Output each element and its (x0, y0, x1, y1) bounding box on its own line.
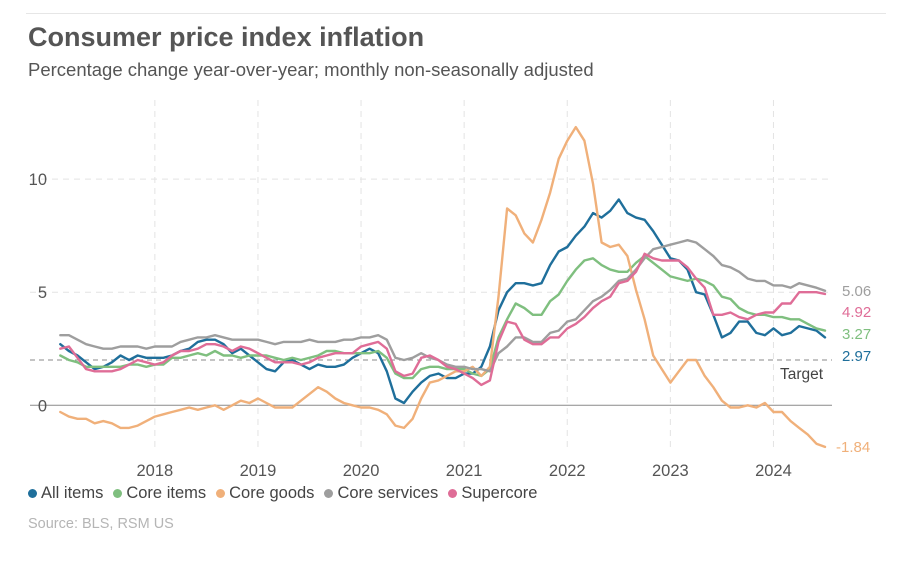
legend-label: Core items (126, 484, 207, 502)
top-divider (26, 13, 886, 14)
series-end-labels: 2.97 3.27 -1.84 5.06 4.92 (836, 283, 871, 456)
vertical-gridlines (154, 100, 774, 452)
x-tick-label-2020: 2020 (343, 462, 380, 480)
legend-label: Core services (337, 484, 439, 502)
chart-subtitle: Percentage change year-over-year; monthl… (28, 59, 594, 80)
target-label: Target (780, 366, 824, 383)
horizontal-gridlines (30, 178, 832, 293)
end-label-core-items: 3.27 (842, 326, 871, 343)
legend-label: Core goods (229, 484, 315, 502)
legend-item-core-items: Core items (113, 484, 206, 503)
legend-label: All items (41, 484, 104, 502)
end-label-all-items: 2.97 (842, 348, 871, 365)
target-line: Target (30, 359, 832, 383)
x-tick-label-2018: 2018 (136, 462, 173, 480)
x-tick-label-2022: 2022 (549, 462, 586, 480)
legend-swatch-icon (216, 489, 226, 498)
legend-item-supercore: Supercore (448, 484, 537, 503)
chart-title: Consumer price index inflation (28, 22, 425, 52)
end-label-supercore: 4.92 (842, 304, 871, 321)
end-label-core-services: 5.06 (842, 283, 871, 300)
y-tick-label-10: 10 (29, 171, 47, 189)
y-tick-label-0: 0 (38, 397, 47, 415)
legend-label: Supercore (461, 484, 538, 502)
legend-swatch-icon (448, 489, 458, 498)
x-tick-label-2019: 2019 (240, 462, 277, 480)
end-label-core-goods: -1.84 (836, 439, 870, 456)
y-tick-label-5: 5 (38, 284, 47, 302)
series-line-supercore (59, 252, 827, 387)
x-tick-label-2024: 2024 (755, 462, 792, 480)
legend-swatch-icon (113, 489, 123, 498)
legend-item-all-items: All items (28, 484, 103, 503)
x-tick-label-2023: 2023 (652, 462, 689, 480)
series-lines (59, 125, 827, 449)
legend-swatch-icon (28, 489, 37, 498)
y-axis-tick-labels: 0 5 10 (29, 171, 47, 415)
series-line-core-goods (59, 125, 827, 449)
chart-legend: All items Core items Core goods Core servic… (28, 484, 547, 503)
legend-swatch-icon (324, 489, 334, 498)
series-line-all-items (59, 198, 827, 405)
x-tick-label-2021: 2021 (446, 462, 483, 480)
source-note: Source: BLS, RSM US (28, 516, 174, 532)
x-axis-tick-labels: 2018 2019 2020 2021 2022 2023 2024 (136, 462, 791, 480)
legend-item-core-goods: Core goods (216, 484, 314, 503)
legend-item-core-services: Core services (324, 484, 438, 503)
